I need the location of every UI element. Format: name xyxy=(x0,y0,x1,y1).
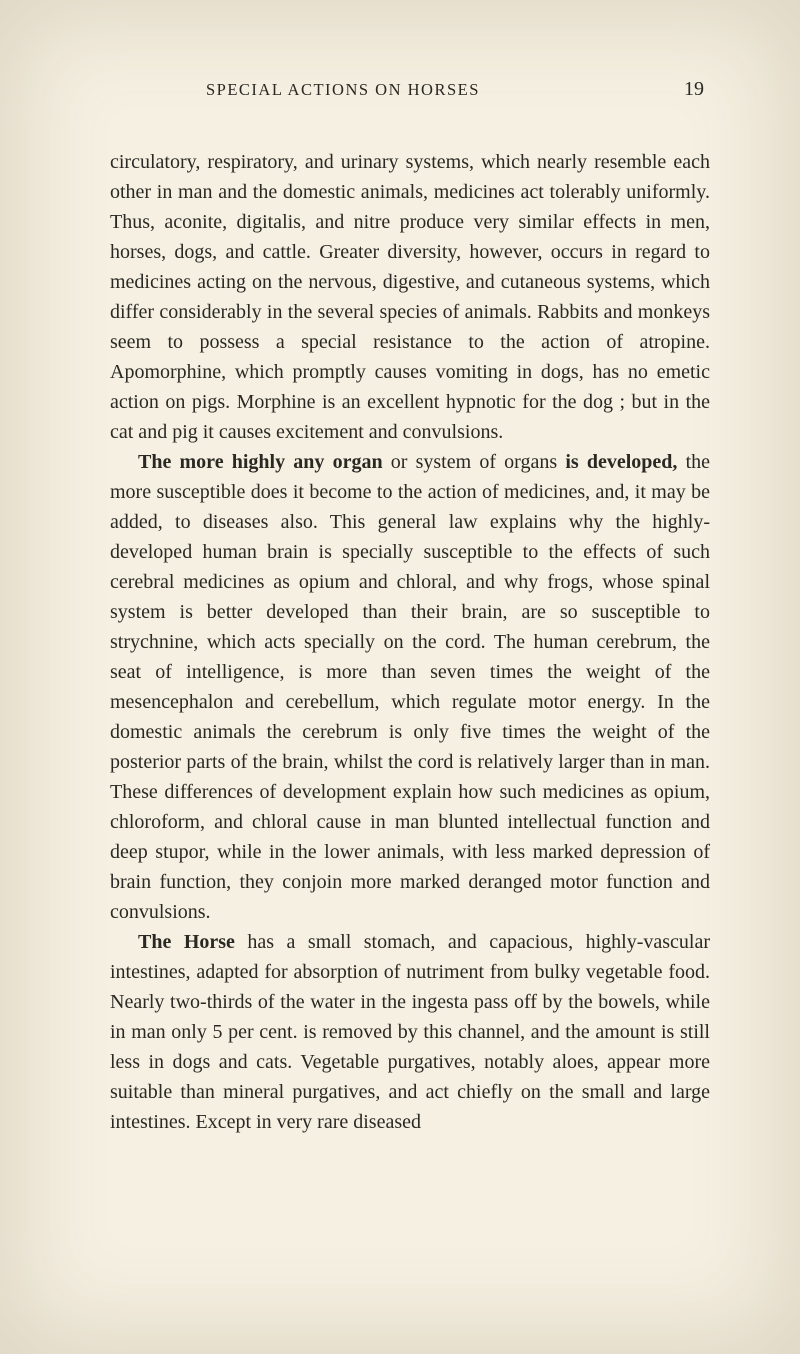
bold-run: The more highly any organ xyxy=(138,451,383,473)
text-run: the more susceptible does it become to t… xyxy=(110,451,710,923)
text-run: or system of organs xyxy=(383,451,566,473)
text-run: has a small stomach, and capacious, high… xyxy=(110,931,710,1133)
paragraph: circulatory, respiratory, and urinary sy… xyxy=(110,147,710,447)
page-container: SPECIAL ACTIONS ON HORSES 19 circulatory… xyxy=(0,0,800,1197)
bold-run: is de­veloped, xyxy=(565,451,677,473)
paragraph: The Horse has a small stomach, and capac… xyxy=(110,927,710,1137)
page-number: 19 xyxy=(684,78,704,101)
page-header: SPECIAL ACTIONS ON HORSES 19 xyxy=(110,78,710,101)
bold-run: The Horse xyxy=(138,931,235,953)
text-run: circulatory, respiratory, and urinary sy… xyxy=(110,151,710,443)
body-text: circulatory, respiratory, and urinary sy… xyxy=(110,147,710,1137)
running-head: SPECIAL ACTIONS ON HORSES xyxy=(206,80,480,100)
paragraph: The more highly any organ or system of o… xyxy=(110,447,710,927)
